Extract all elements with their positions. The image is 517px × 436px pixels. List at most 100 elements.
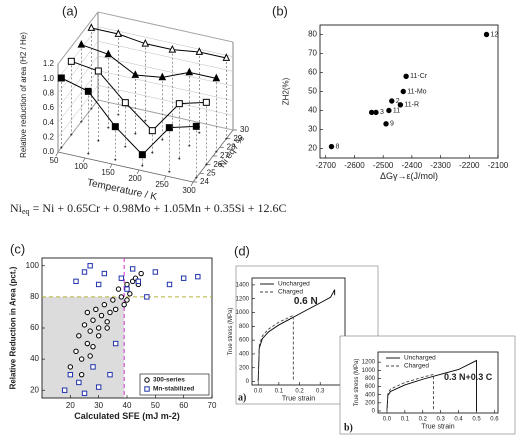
x-tick: [82, 157, 86, 163]
marker: [158, 72, 167, 81]
marker: [78, 356, 85, 362]
grid-line: [97, 85, 234, 116]
series-line: [71, 60, 207, 132]
floor-dot: [161, 138, 164, 141]
series-line: [257, 289, 336, 382]
marker: [202, 98, 210, 106]
marker: [57, 74, 65, 82]
x-tick-label: 0.3: [316, 389, 325, 395]
equation-subscript: eq: [22, 207, 30, 216]
marker: [94, 67, 102, 75]
marker: [95, 384, 102, 390]
grid-line: [97, 26, 234, 57]
legend-label: Uncharged: [404, 355, 436, 362]
marker: [328, 143, 335, 150]
floor-dot: [114, 158, 117, 161]
y-tick-label: 60: [308, 68, 317, 77]
floor-dot: [151, 151, 154, 154]
marker: [84, 87, 92, 95]
y-tick-label: 20: [30, 385, 39, 394]
equation-lhs: Ni: [10, 201, 23, 215]
y-tick-label: 50: [308, 87, 317, 96]
y-axis-label: ZH2(%): [282, 77, 291, 105]
x-tick-label: 250: [155, 180, 169, 189]
grid-line: [97, 99, 234, 131]
marker: [107, 371, 113, 378]
grid-line: [57, 11, 99, 65]
marker: [90, 317, 96, 323]
panel-label: (c): [10, 241, 25, 256]
legend-box: [139, 373, 210, 396]
marker: [195, 273, 201, 280]
marker: [144, 386, 150, 392]
annotation: 0.3 N+0.3 C: [444, 372, 493, 382]
marker: [81, 322, 88, 328]
box-edge: [57, 151, 194, 183]
marker: [110, 297, 116, 303]
grid-line: [57, 85, 99, 138]
marker: [168, 44, 177, 53]
marker: [90, 343, 96, 350]
marker: [166, 281, 173, 288]
floor-dot: [141, 164, 144, 167]
marker: [152, 269, 159, 275]
x-tick: [55, 151, 59, 157]
marker: [95, 281, 102, 288]
point-label: 11: [393, 107, 400, 114]
marker: [138, 270, 144, 277]
floor-dot: [134, 132, 137, 135]
floor-dot: [178, 157, 181, 160]
floor-dot: [171, 125, 174, 128]
y-tick-label: 0.0: [43, 147, 55, 156]
marker: [67, 371, 74, 378]
marker: [87, 23, 96, 31]
marker: [98, 312, 105, 319]
x-tick-label: 0.4: [454, 417, 463, 423]
annotation: 0.6 N: [294, 296, 318, 307]
marker: [95, 333, 102, 339]
marker: [76, 379, 82, 386]
x-tick-label: 0.5: [472, 417, 481, 423]
x-tick-label: 20: [66, 401, 75, 410]
marker: [144, 294, 150, 300]
series-line: [61, 77, 197, 156]
x-tick-label: 0.1: [401, 417, 410, 423]
grid-line: [97, 70, 234, 101]
y-tick-label: 1.0: [43, 74, 55, 83]
sub-label: a): [238, 392, 246, 403]
marker: [104, 319, 110, 325]
floor-dot: [97, 139, 100, 142]
x-tick-label: -2200: [459, 161, 480, 170]
marker: [73, 278, 79, 285]
grid-line: [57, 26, 99, 79]
equation: Nieq = Ni + 0.65Cr + 0.98Mo + 1.05Mn + 0.…: [10, 201, 287, 216]
marker: [61, 387, 68, 393]
y-axis-label: True stress (MPa): [354, 359, 360, 407]
y-tick-label: 1200: [236, 296, 250, 302]
marker: [121, 301, 127, 308]
y-axis-label: Relative reduction of area (H2 / He): [19, 32, 28, 158]
y-tick-label: 1000: [362, 368, 376, 374]
x-tick-label: -2600: [344, 161, 365, 170]
y-tick-label: 400: [239, 352, 250, 358]
y-axis-label: True stress (MPa): [228, 308, 234, 356]
marker: [93, 306, 99, 313]
panel-label: (d): [234, 243, 250, 258]
marker: [148, 127, 156, 135]
point-label: 2: [396, 98, 400, 105]
x-axis-label: ΔGγ→ε(J/mol): [380, 171, 438, 181]
floor-dot: [117, 113, 120, 116]
y-tick-label: 200: [365, 400, 376, 406]
y-tick-label: 40: [30, 354, 39, 363]
grid-line: [97, 41, 234, 72]
y-tick-label: 30: [308, 125, 317, 134]
marker: [104, 49, 113, 58]
x-tick-label: 60: [179, 401, 188, 410]
floor-dot: [215, 150, 218, 153]
marker: [400, 88, 406, 95]
marker: [104, 325, 110, 331]
legend-label: Uncharged: [278, 281, 310, 288]
y-tick-label: 0.8: [43, 88, 55, 97]
y-tick-label: 1.2: [43, 59, 55, 68]
